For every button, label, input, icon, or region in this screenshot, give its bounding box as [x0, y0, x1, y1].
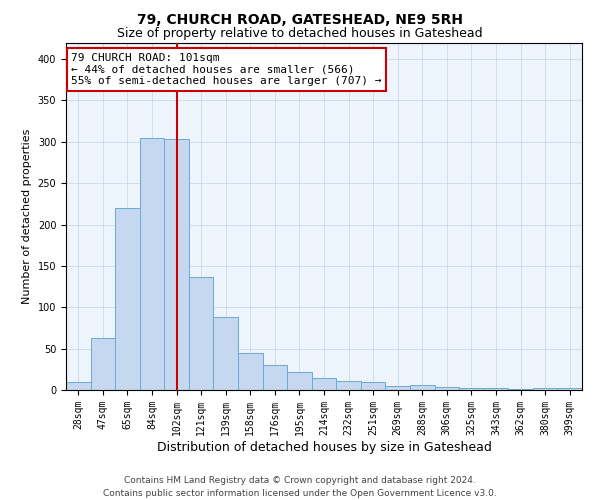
Bar [263, 365, 287, 390]
Bar [410, 385, 434, 390]
Bar [91, 338, 115, 390]
Bar [214, 317, 238, 390]
Bar [533, 388, 557, 390]
Bar [238, 353, 263, 390]
Bar [484, 388, 508, 390]
Bar [361, 382, 385, 390]
X-axis label: Distribution of detached houses by size in Gateshead: Distribution of detached houses by size … [157, 440, 491, 454]
Text: 79 CHURCH ROAD: 101sqm
← 44% of detached houses are smaller (566)
55% of semi-de: 79 CHURCH ROAD: 101sqm ← 44% of detached… [71, 53, 382, 86]
Text: Size of property relative to detached houses in Gateshead: Size of property relative to detached ho… [117, 28, 483, 40]
Bar [189, 276, 214, 390]
Bar [287, 372, 312, 390]
Bar [557, 388, 582, 390]
Bar [508, 389, 533, 390]
Y-axis label: Number of detached properties: Number of detached properties [22, 128, 32, 304]
Bar [385, 386, 410, 390]
Text: 79, CHURCH ROAD, GATESHEAD, NE9 5RH: 79, CHURCH ROAD, GATESHEAD, NE9 5RH [137, 12, 463, 26]
Bar [312, 378, 336, 390]
Text: Contains HM Land Registry data © Crown copyright and database right 2024.
Contai: Contains HM Land Registry data © Crown c… [103, 476, 497, 498]
Bar [115, 208, 140, 390]
Bar [140, 138, 164, 390]
Bar [434, 386, 459, 390]
Bar [336, 381, 361, 390]
Bar [164, 140, 189, 390]
Bar [459, 388, 484, 390]
Bar [66, 382, 91, 390]
